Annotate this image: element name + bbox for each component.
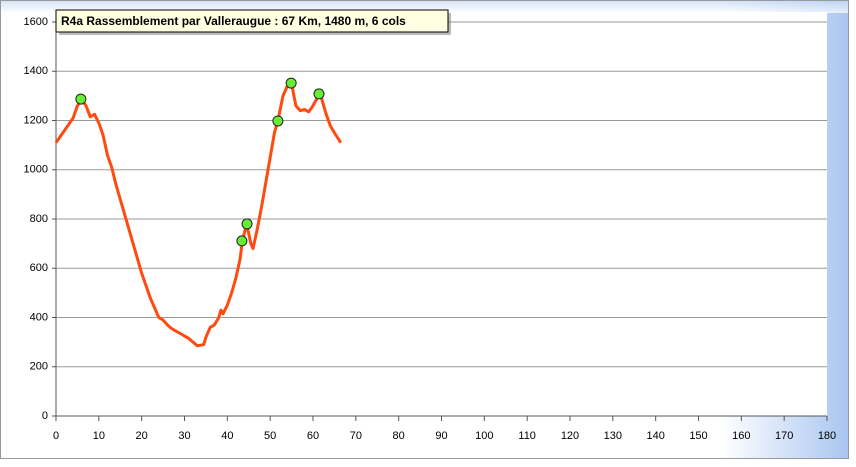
- col-marker: [236, 235, 248, 247]
- x-tick-label: 180: [818, 430, 836, 442]
- x-tick-label: 30: [178, 430, 190, 442]
- col-marker: [313, 88, 325, 100]
- x-tick-label: 90: [435, 430, 447, 442]
- x-tick-label: 60: [307, 430, 319, 442]
- y-tick-label: 800: [30, 213, 48, 225]
- x-tick-label: 160: [732, 430, 750, 442]
- chart-title: R4a Rassemblement par Valleraugue : 67 K…: [61, 14, 406, 28]
- plot-area: [56, 12, 827, 416]
- x-tick-label: 110: [518, 430, 536, 442]
- x-tick-label: 40: [221, 430, 233, 442]
- y-tick-label: 1400: [24, 65, 48, 77]
- x-tick-label: 100: [475, 430, 493, 442]
- x-tick-label: 80: [393, 430, 405, 442]
- x-tick-label: 70: [350, 430, 362, 442]
- x-tick-label: 130: [604, 430, 622, 442]
- col-marker: [272, 115, 284, 127]
- y-tick-label: 1600: [24, 16, 48, 28]
- col-marker: [75, 93, 87, 105]
- y-tick-label: 400: [30, 311, 48, 323]
- x-tick-label: 10: [93, 430, 105, 442]
- col-marker: [285, 77, 297, 89]
- x-tick-label: 0: [53, 430, 59, 442]
- title-box: [55, 9, 449, 33]
- y-tick-label: 1000: [24, 164, 48, 176]
- x-tick-label: 120: [561, 430, 579, 442]
- col-marker: [241, 218, 253, 230]
- y-tick-label: 200: [30, 361, 48, 373]
- x-tick-label: 170: [775, 430, 793, 442]
- x-tick-label: 150: [689, 430, 707, 442]
- x-tick-label: 140: [646, 430, 664, 442]
- y-tick-label: 0: [42, 410, 48, 422]
- y-tick-label: 600: [30, 262, 48, 274]
- x-tick-label: 20: [136, 430, 148, 442]
- x-tick-label: 50: [264, 430, 276, 442]
- y-tick-label: 1200: [24, 114, 48, 126]
